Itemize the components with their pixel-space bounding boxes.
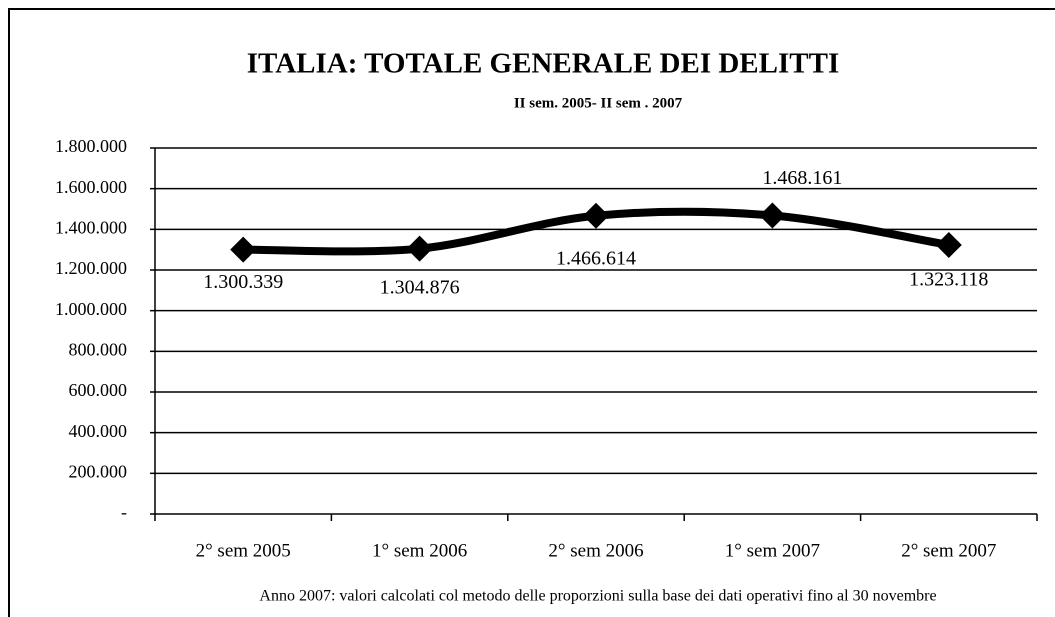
y-tick-label: 200.000	[69, 461, 128, 481]
marker	[230, 236, 257, 263]
data-label: 1.466.614	[556, 247, 636, 269]
y-tick-label: 1.200.000	[55, 258, 127, 278]
frame	[8, 8, 1055, 617]
footnote: Anno 2007: valori calcolati col metodo d…	[259, 588, 936, 605]
x-tick-label: 1° sem 2007	[725, 540, 820, 561]
marker	[406, 235, 433, 262]
x-tick-label: 2° sem 2006	[548, 540, 643, 561]
y-tick-label: 1.400.000	[55, 217, 127, 237]
x-tick-label: 1° sem 2006	[372, 540, 467, 561]
y-tick-label: -	[121, 502, 127, 522]
y-tick-label: 400.000	[69, 421, 128, 441]
data-label: 1.468.161	[762, 167, 842, 189]
data-label: 1.300.339	[203, 271, 283, 293]
chart-title: ITALIA: TOTALE GENERALE DEI DELITTI	[247, 48, 840, 80]
marker	[935, 231, 962, 258]
marker	[583, 202, 609, 229]
y-tick-label: 800.000	[69, 339, 128, 359]
y-tick-label: 600.000	[69, 380, 128, 400]
data-label: 1.304.876	[380, 276, 460, 298]
chart-subtitle: II sem. 2005- II sem . 2007	[514, 95, 683, 111]
y-tick-label: 1.800.000	[55, 136, 127, 156]
x-tick-label: 2° sem 2007	[901, 540, 996, 561]
y-tick-label: 1.600.000	[55, 177, 127, 197]
x-tick-label: 2° sem 2005	[196, 540, 291, 561]
y-tick-label: 1.000.000	[55, 299, 127, 319]
marker	[759, 202, 786, 229]
data-label: 1.323.118	[909, 269, 988, 291]
